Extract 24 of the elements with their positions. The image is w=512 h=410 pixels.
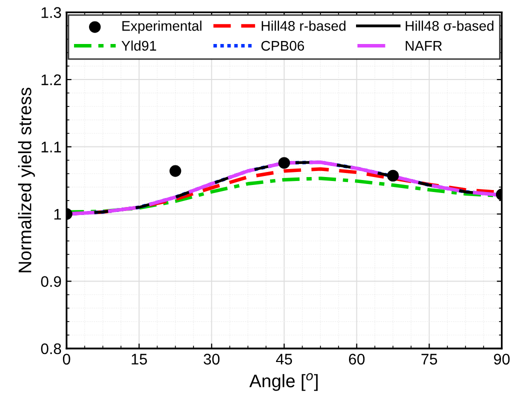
x-tick-label: 45 xyxy=(276,354,292,365)
legend-label: Experimental xyxy=(122,20,202,34)
x-tick-label: 0 xyxy=(62,354,70,365)
legend-label: CPB06 xyxy=(261,40,304,51)
legend-label: Yld91 xyxy=(122,40,156,51)
point xyxy=(170,165,182,177)
legend-label: NAFR xyxy=(406,41,442,51)
x-tick-label: 15 xyxy=(132,354,147,365)
legend-label: Hill48 σ-based xyxy=(406,20,494,31)
x-tick-label: 75 xyxy=(422,354,438,365)
x-axis-title: Angle [$^{o}$] xyxy=(249,373,318,391)
x-tick-label: 30 xyxy=(204,354,220,365)
y-tick-label: 1.2 xyxy=(42,74,61,86)
y-tick-label: 0.9 xyxy=(41,276,61,287)
point xyxy=(387,170,399,182)
y-tick-label: 1.3 xyxy=(42,7,62,18)
y-tick-label: 1 xyxy=(54,209,61,220)
y-tick-label: 0.8 xyxy=(41,343,62,354)
legend-label: Hill48 r-based xyxy=(262,20,346,31)
y-tick-label: 1.1 xyxy=(42,142,61,152)
x-tick-label: 60 xyxy=(348,354,365,365)
x-tick-label: 90 xyxy=(494,354,510,365)
point xyxy=(278,157,290,169)
y-axis-title: Normalized yield stress xyxy=(18,88,35,272)
